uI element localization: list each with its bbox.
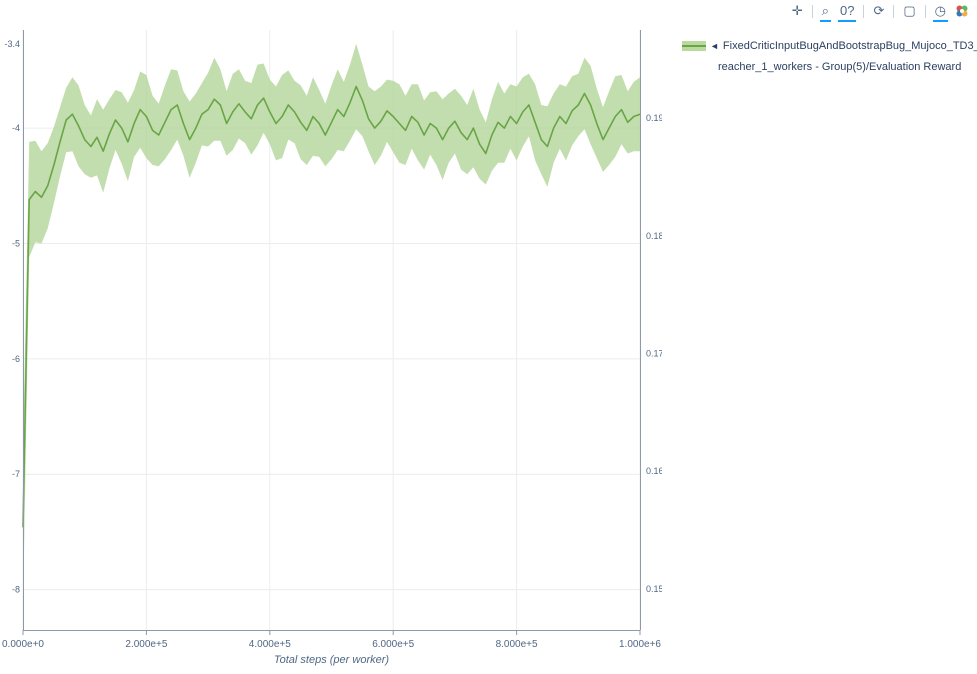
right-y-tick-label: 0.16 [646,466,662,476]
pan-icon[interactable]: ✛ [791,3,803,18]
x-tick-label: 1.000e+6 [619,639,661,650]
plot-canvas[interactable]: 0.000e+0 2.000e+5 4.000e+5 6.000e+5 8.000e+5… [0,0,662,674]
left-y-tick-label: -8 [12,585,20,595]
left-y-tick-label: -6 [12,354,20,364]
x-tick-label: 6.000e+5 [372,639,414,650]
plotly-logo-icon[interactable] [953,4,971,18]
hover-closest-icon[interactable]: ◷ [931,3,950,22]
zoom-icon[interactable]: ⌕ [818,3,833,22]
legend-line-swatch [682,40,706,52]
x-tick-label: 2.000e+5 [125,639,167,650]
reset-axes-icon[interactable]: ▢ [903,3,916,18]
modebar-divider [924,4,926,18]
right-y-tick-label: 0.17 [646,349,662,359]
legend-label-line2[interactable]: reacher_1_workers - Group(5)/Evaluation … [718,60,962,73]
x-tick-label: 4.000e+5 [249,639,291,650]
right-y-tick-label: 0.19 [646,113,662,123]
modebar-divider [863,4,865,18]
legend-item[interactable]: ◄ FixedCriticInputBugAndBootstrapBug_Muj… [682,36,977,57]
left-y-tick-label: -7 [12,469,20,479]
x-axis-title: Total steps (per worker) [274,654,389,666]
plotly-modebar: ✛ ⌕ 0? ⟳ ▢ ◷ [788,3,971,22]
series-line [22,85,641,528]
x-tick-label: 8.000e+5 [496,639,538,650]
left-y-tick-label: -4 [12,123,20,133]
right-y-tick-label: 0.18 [646,231,662,241]
autoscale-icon[interactable]: ⟳ [873,3,885,18]
series-band [23,43,640,611]
x-tick-label: 0.000e+0 [2,639,44,650]
zoom-reset-icon[interactable]: 0? [836,3,858,22]
legend-toggle-icon[interactable]: ◄ [710,40,719,51]
modebar-divider [811,4,813,18]
left-y-tick-label: -5 [12,238,20,248]
left-y-tick-label-partial: -3.4 [4,39,20,49]
modebar-divider [893,4,895,18]
right-y-tick-label: 0.15 [646,584,662,594]
legend-label-line1[interactable]: FixedCriticInputBugAndBootstrapBug_Mujoc… [722,40,977,52]
legend: ◄ FixedCriticInputBugAndBootstrapBug_Muj… [682,36,977,78]
